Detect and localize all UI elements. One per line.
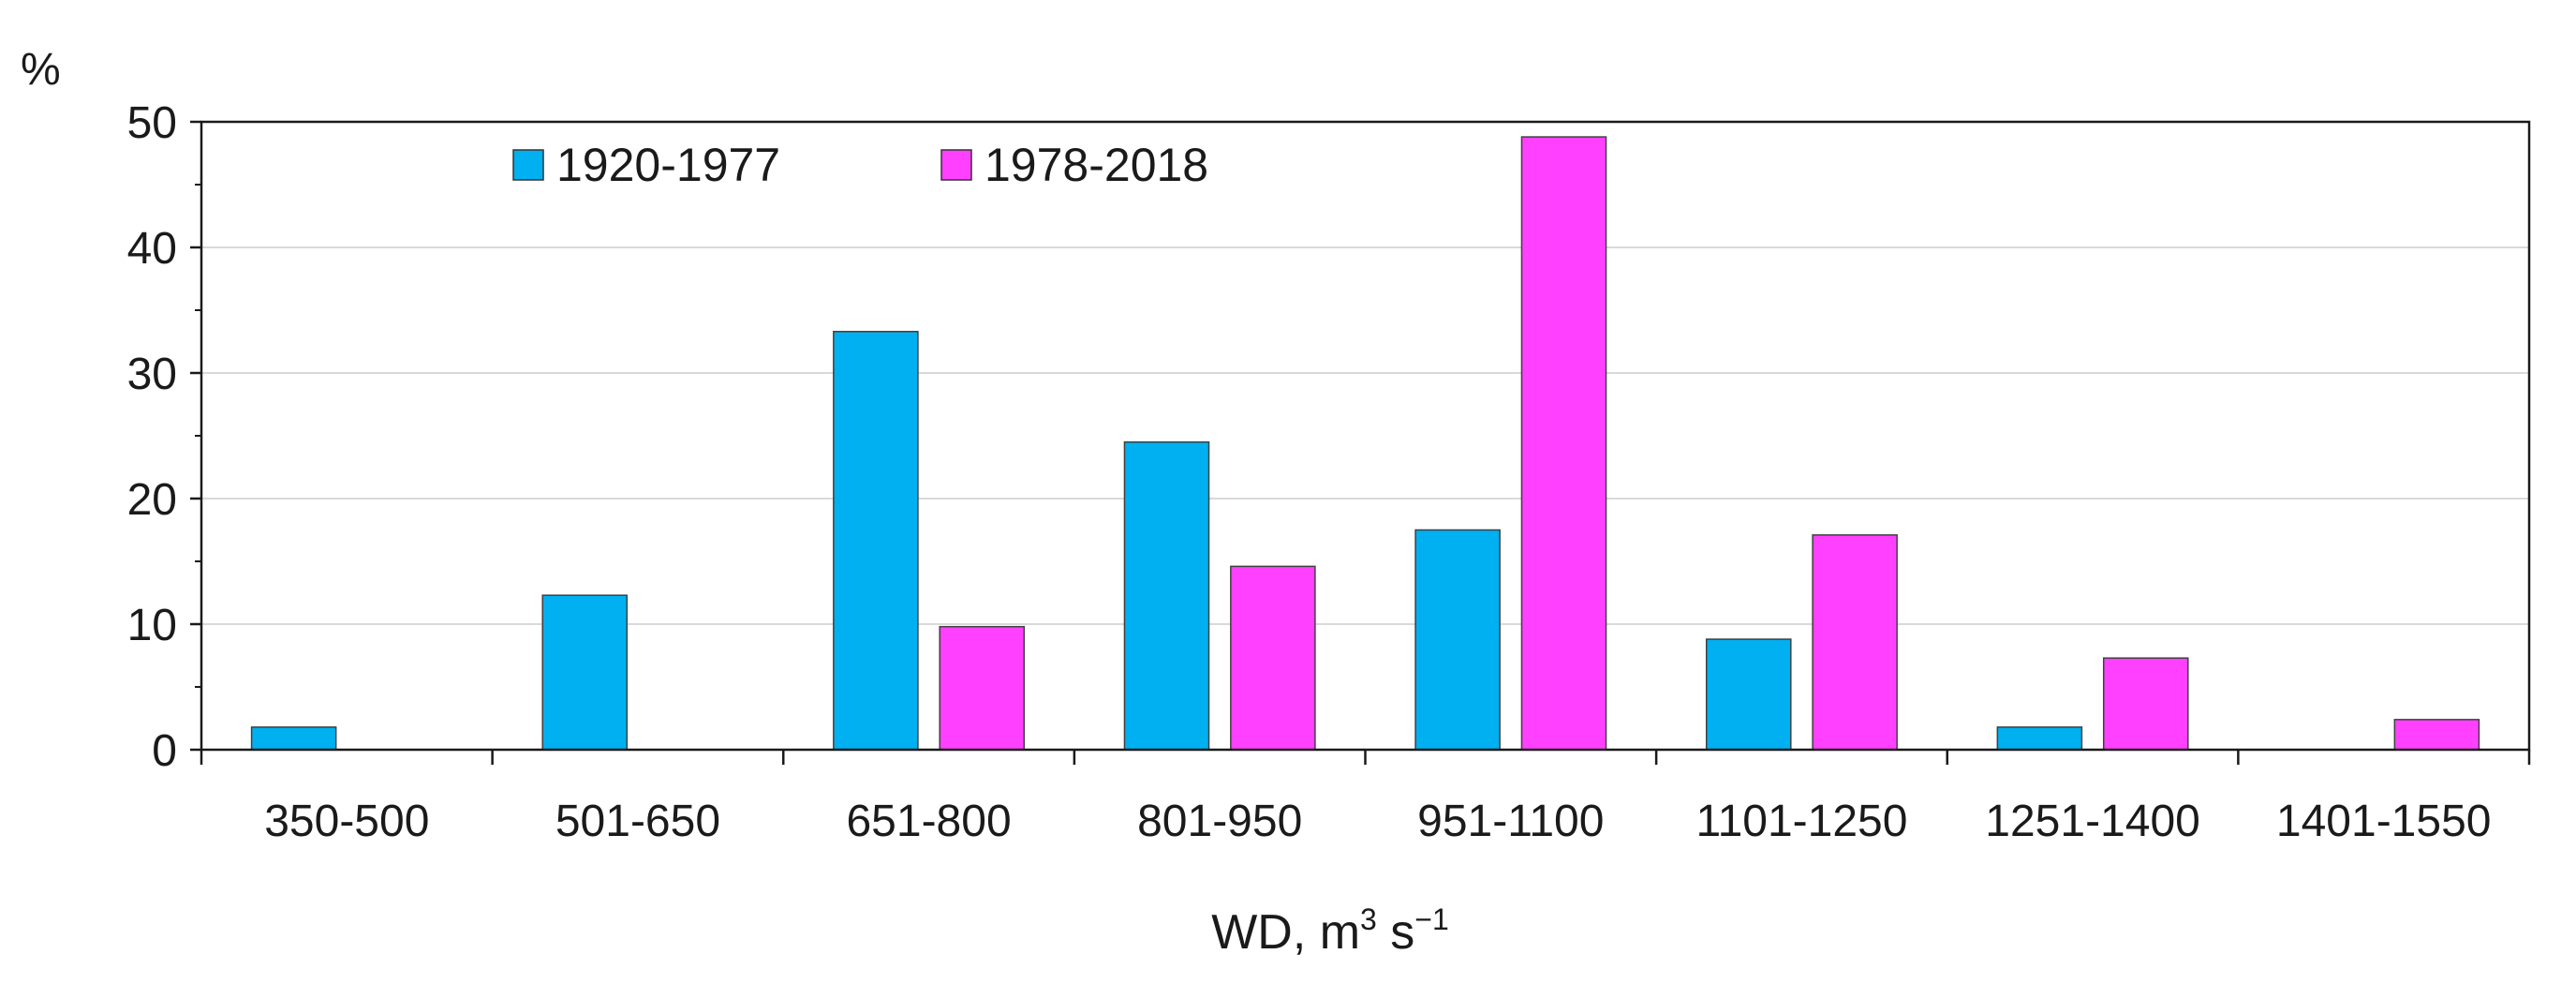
x-tick-label: 350-500 bbox=[264, 797, 429, 846]
bar-1978-2018-951-1100 bbox=[1520, 136, 1607, 751]
bar-1920-1977-350-500 bbox=[250, 726, 337, 751]
y-axis: 0 10 20 30 40 50 bbox=[127, 98, 201, 776]
x-axis-label-sup2: −1 bbox=[1414, 902, 1448, 936]
x-tick-label: 651-800 bbox=[846, 797, 1011, 846]
x-tick-label: 501-650 bbox=[555, 797, 720, 846]
bar-1920-1977-951-1100 bbox=[1414, 529, 1501, 751]
legend-label-1920-1977: 1920-1977 bbox=[556, 139, 780, 191]
bars bbox=[250, 136, 2480, 751]
y-tick-label: 50 bbox=[127, 98, 177, 148]
bar-1978-2018-651-800 bbox=[939, 625, 1026, 751]
x-tick-label: 1251-1400 bbox=[1985, 797, 2200, 846]
y-tick-label: 40 bbox=[127, 224, 177, 274]
y-tick-label: 30 bbox=[127, 350, 177, 399]
x-axis-label-sup1: 3 bbox=[1360, 902, 1377, 936]
bar-1920-1977-1251-1400 bbox=[1996, 726, 2083, 751]
legend-label-1978-2018: 1978-2018 bbox=[985, 139, 1208, 191]
bar-1978-2018-1101-1250 bbox=[1812, 534, 1898, 751]
bar-1978-2018-801-950 bbox=[1230, 565, 1316, 751]
bar-1920-1977-651-800 bbox=[833, 331, 919, 751]
x-axis-label-mid: s bbox=[1377, 905, 1414, 960]
bar-1978-2018-1401-1550 bbox=[2393, 719, 2480, 751]
bar-1920-1977-501-650 bbox=[541, 594, 629, 751]
x-tick-label: 801-950 bbox=[1137, 797, 1302, 846]
x-tick-label: 1401-1550 bbox=[2276, 797, 2492, 846]
x-axis: 350-500 501-650 651-800 801-950 951-1100 1101… bbox=[200, 750, 2531, 846]
x-tick-label: 1101-1250 bbox=[1695, 797, 1907, 846]
x-axis-label: WD, m3 s−1 bbox=[1211, 902, 1449, 960]
legend-swatch-1920-1977 bbox=[512, 149, 544, 181]
legend: 1920-1977 1978-2018 bbox=[512, 139, 1208, 191]
x-tick-label: 951-1100 bbox=[1417, 797, 1604, 846]
bar-1978-2018-1251-1400 bbox=[2102, 657, 2189, 751]
legend-swatch-1978-2018 bbox=[940, 149, 972, 181]
y-tick-label: 0 bbox=[152, 726, 177, 776]
y-tick-label: 20 bbox=[127, 475, 177, 525]
y-tick-label: 10 bbox=[127, 601, 177, 650]
bar-1920-1977-801-950 bbox=[1123, 440, 1210, 751]
y-axis-label: % bbox=[21, 45, 61, 95]
x-axis-label-text: WD, m bbox=[1211, 905, 1360, 960]
grid-lines bbox=[201, 246, 2529, 625]
bar-1920-1977-1101-1250 bbox=[1705, 638, 1792, 751]
